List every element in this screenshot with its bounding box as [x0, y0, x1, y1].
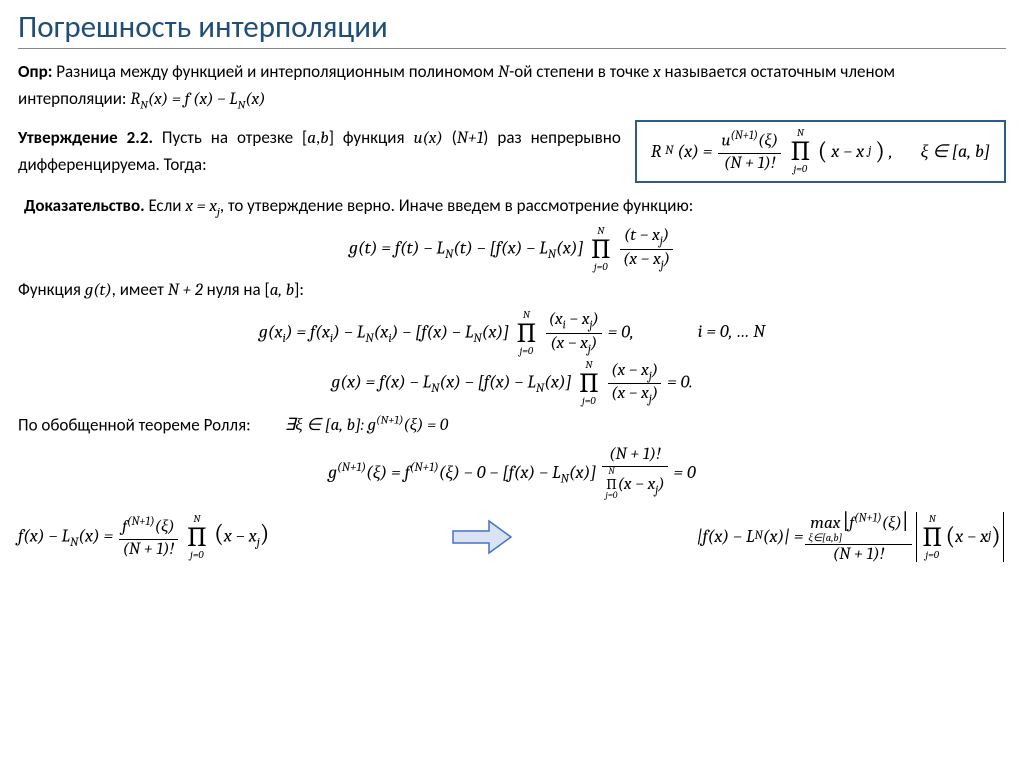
def-text-b: -ой степени в точке — [509, 61, 653, 82]
bottom-row: f(x) − LN(x) = f(N+1)(ξ) (N + 1)! N∏j=0 … — [18, 509, 1006, 565]
eq-g-of-x: g(x) = f(x) − LN(x) − [f(x) − LN(x)] N∏j… — [18, 360, 1006, 406]
stmt-c: ( — [443, 127, 457, 148]
def-label: Опр: — [18, 61, 52, 82]
eq-g-of-xi: g(xi) = f(xi) − LN(xi) − [f(x) − LN(x)] … — [18, 310, 1006, 356]
statement-row: Утверждение 2.2. Пусть на отрезке [a,b] … — [18, 120, 1006, 182]
box-frac: u(N+1)(ξ) (N + 1)! — [718, 129, 781, 173]
final-left: f(x) − LN(x) = f(N+1)(ξ) (N + 1)! N∏j=0 … — [18, 514, 269, 560]
stmt-label: Утверждение 2.2. — [18, 127, 153, 148]
zeros-a: Функция — [18, 279, 85, 300]
box-x: (x) = — [677, 141, 712, 162]
stmt-b: ] функция — [329, 127, 414, 148]
arrow-icon — [451, 517, 515, 557]
final-right: |f(x) − LN(x)| = maxξ∈[a,b]|f(N+1)(ξ)| (… — [697, 509, 1006, 565]
zeros-gt: g(t) — [85, 281, 112, 300]
box-den: (N + 1)! — [718, 153, 781, 174]
box-xi-in: ξ ∈ [a, b] — [921, 141, 990, 162]
stmt-N1: N+1 — [457, 129, 484, 148]
box-j: j — [868, 144, 871, 158]
stmt-ux: u(x) — [413, 129, 442, 148]
box-Np1: (N+1) — [730, 128, 758, 142]
def-N: N — [498, 63, 509, 82]
slide: Погрешность интерполяции Опр: Разница ме… — [0, 0, 1024, 767]
zeros-b: , имеет — [112, 279, 168, 300]
stmt-ab-a: a — [307, 129, 316, 148]
boxed-formula: RN(x) = u(N+1)(ξ) (N + 1)! N ∏ j=0 (x − … — [635, 120, 1006, 182]
page-title: Погрешность интерполяции — [18, 8, 1006, 49]
proof-para: Доказательство. Если x = xj, то утвержде… — [24, 193, 1006, 221]
proof-label: Доказательство. — [24, 195, 145, 216]
box-RN: R — [651, 141, 661, 162]
stmt-ab-b: b — [320, 129, 328, 148]
eq-g2-range: i = 0, … N — [698, 322, 765, 342]
box-prod-bot: j=0 — [794, 164, 808, 175]
proof-xxj: x = xj — [185, 197, 220, 216]
zeros-para: Функция g(t), имеет N + 2 нуля на [a, b]… — [18, 277, 1006, 304]
def-text-a: Разница между функцией и интерполяционны… — [52, 61, 498, 82]
proof-a: Если — [145, 195, 186, 216]
statement-text: Утверждение 2.2. Пусть на отрезке [a,b] … — [18, 125, 621, 177]
def-formula: RN(x) = f (x) − LN(x) — [130, 90, 265, 109]
rolle-para: По обобщенной теореме Ролля: ∃ξ ∈ [a, b]… — [18, 411, 1006, 440]
stmt-a: Пусть на отрезке [ — [153, 127, 307, 148]
zeros-ab: a, b — [270, 281, 294, 300]
zeros-d: ]: — [294, 279, 304, 300]
eq-g-of-t: g(t) = f(t) − LN(t) − [f(x) − LN(x)] N∏j… — [18, 226, 1006, 272]
def-x: x — [653, 63, 661, 82]
box-prod: N ∏ j=0 — [789, 128, 812, 174]
proof-b: , то утверждение верно. Иначе введем в р… — [220, 195, 693, 216]
eq-g-deriv: g(N+1)(ξ) = f(N+1)(ξ) − 0 − [f(x) − LN(x… — [18, 446, 1006, 502]
box-N-sub: N — [665, 144, 673, 158]
definition-para: Опр: Разница между функцией и интерполяц… — [18, 59, 1006, 114]
zeros-N2: N + 2 — [168, 281, 203, 300]
box-xi: (ξ) — [758, 132, 778, 151]
zeros-c: нуля на [ — [203, 279, 270, 300]
rolle-a: По обобщенной теореме Ролля: — [18, 414, 251, 435]
rolle-eq: ∃ξ ∈ [a, b]: g(N+1)(ξ) = 0 — [285, 416, 449, 435]
